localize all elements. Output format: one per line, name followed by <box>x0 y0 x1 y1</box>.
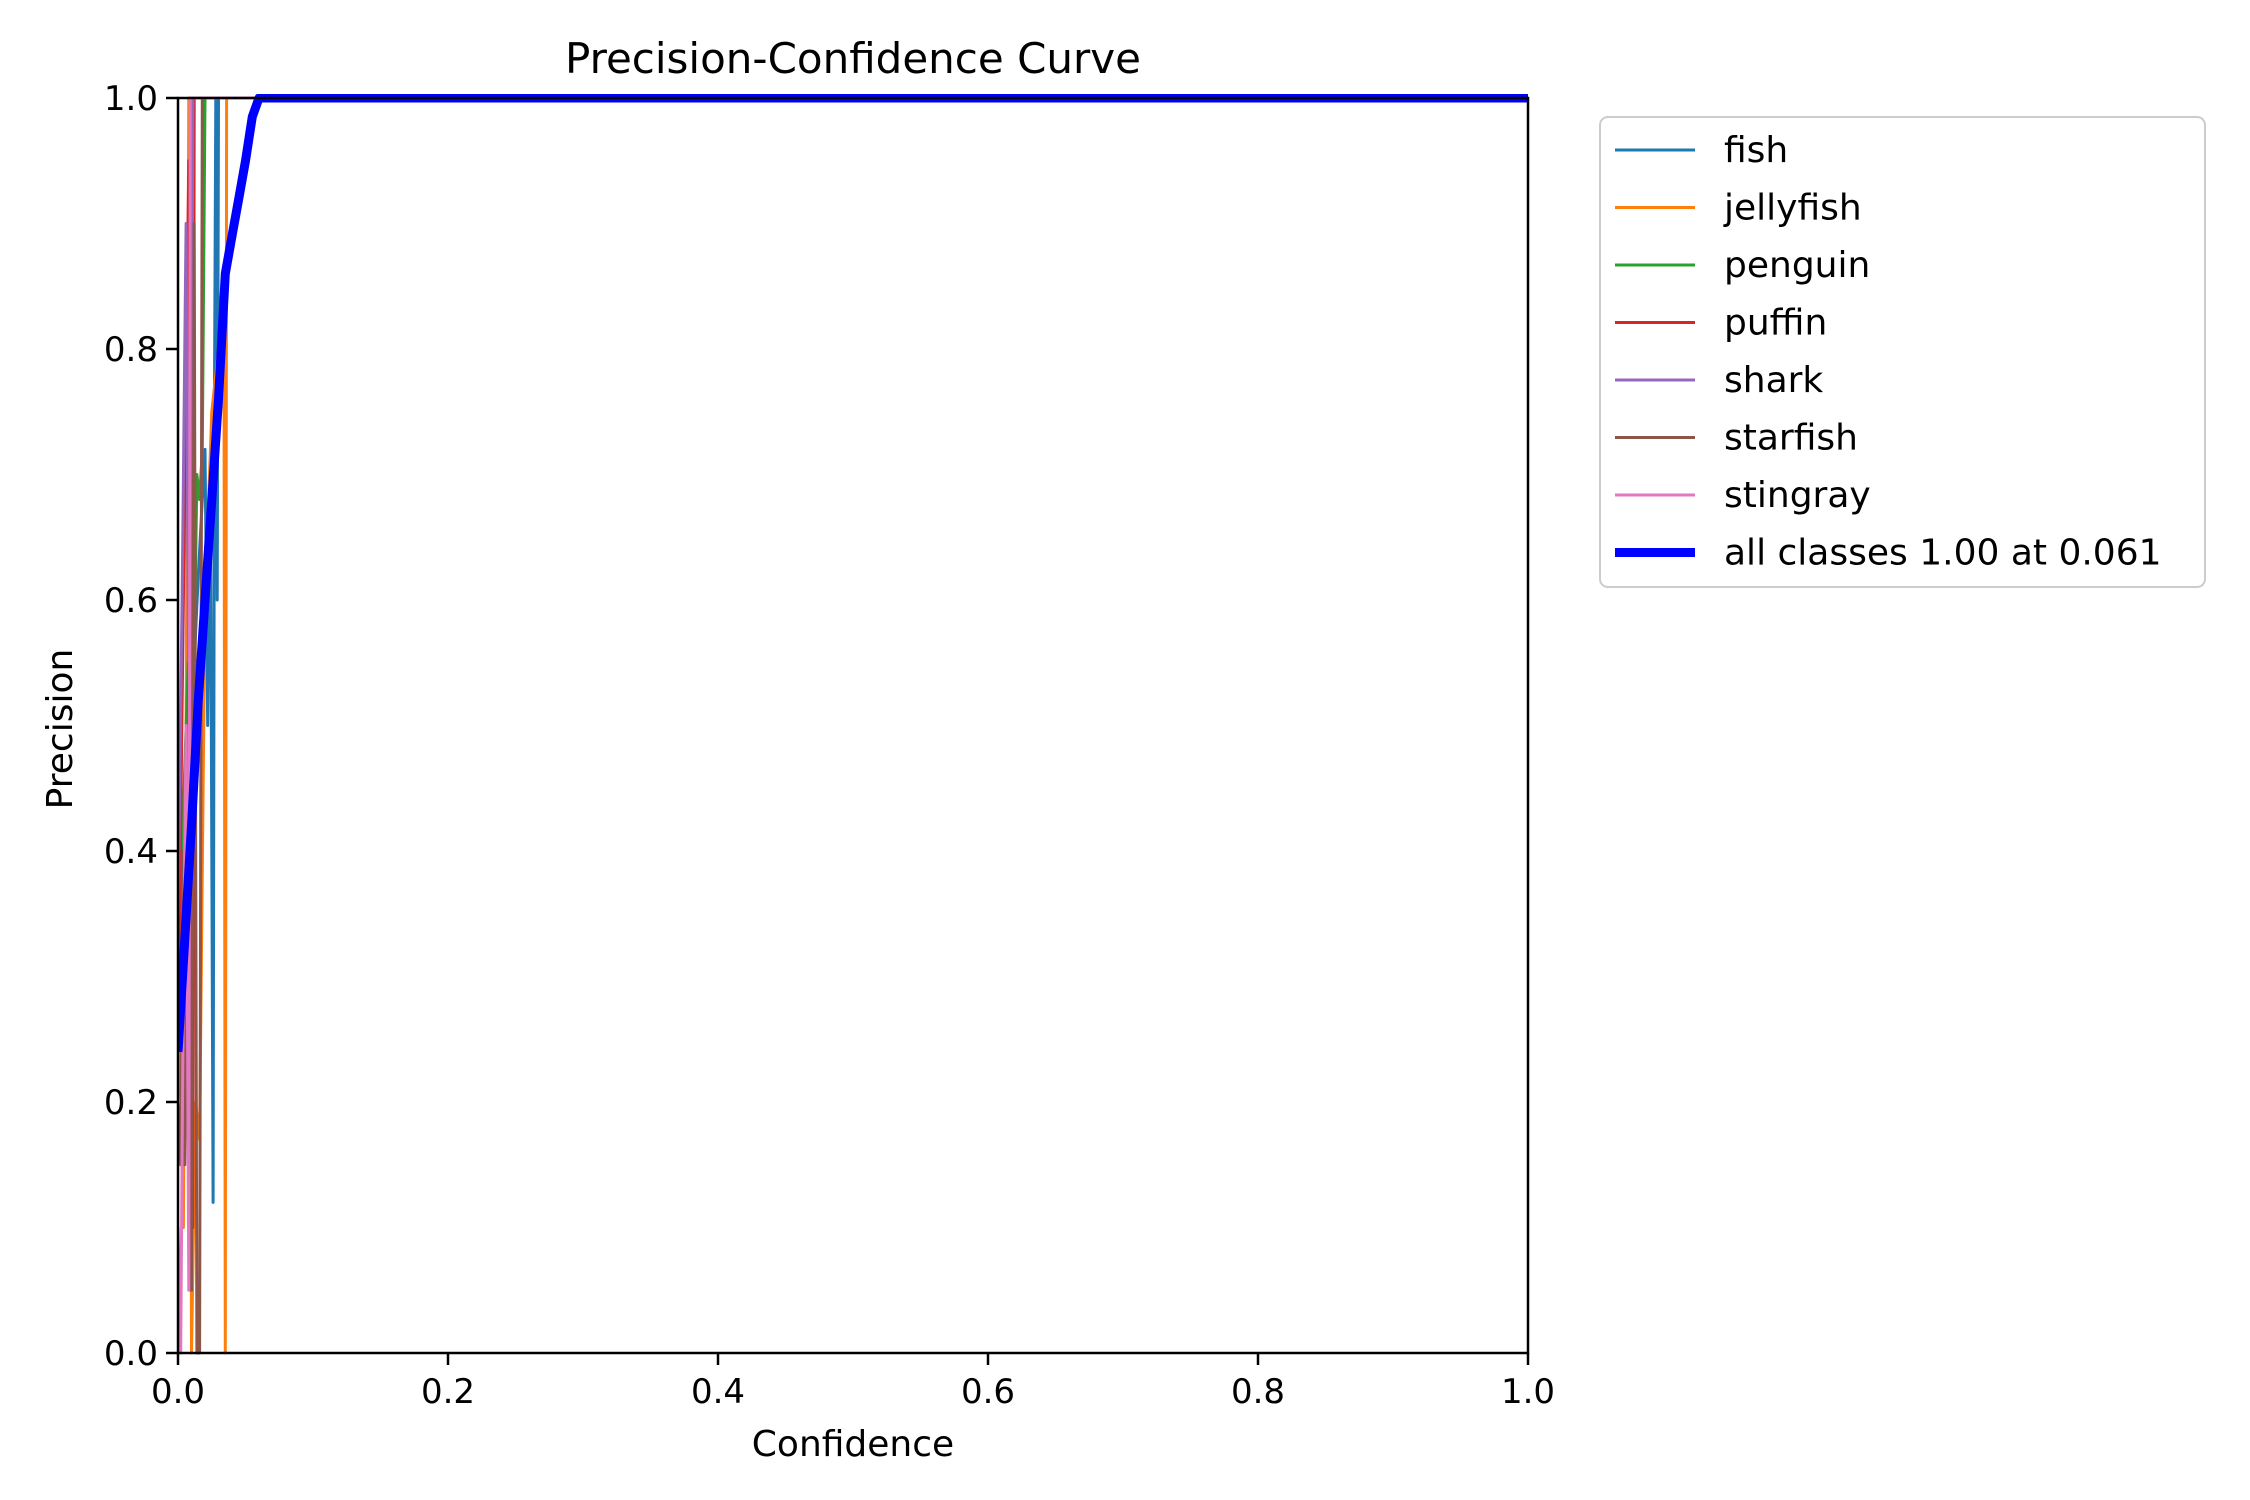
y-tick-label: 0.0 <box>104 1334 158 1374</box>
y-tick-label: 0.4 <box>104 832 158 872</box>
series-line-puffin <box>178 96 1528 1229</box>
chart-title: Precision-Confidence Curve <box>565 34 1141 83</box>
legend-label: stingray <box>1724 475 1871 516</box>
legend-box <box>1599 116 2206 588</box>
legend-label: penguin <box>1724 245 1870 286</box>
x-tick-label: 0.8 <box>1231 1372 1285 1412</box>
series-line-fish <box>178 96 1528 1204</box>
legend-label: starfish <box>1724 418 1858 459</box>
series-line-penguin <box>178 96 1528 977</box>
plot-frame <box>176 96 1530 1355</box>
x-tick-label: 1.0 <box>1501 1372 1555 1412</box>
axes-layer: 0.0 0.2 0.4 0.6 0.8 1.0 0.0 0.2 0.4 0.6 0.8 1.0 <box>104 79 1555 1412</box>
series-line-starfish <box>178 96 1528 1355</box>
legend-label: jellyfish <box>1723 188 1862 229</box>
y-axis-label: Precision <box>40 649 81 810</box>
legend: fish jellyfish penguin puffin shark starfish s… <box>1599 116 2206 588</box>
x-tick-label: 0.0 <box>151 1372 205 1412</box>
legend-label: fish <box>1724 130 1788 171</box>
legend-label: puffin <box>1724 303 1827 344</box>
y-tick-label: 0.8 <box>104 330 158 370</box>
legend-label: all classes 1.00 at 0.061 <box>1724 533 2162 574</box>
series-line-stingray <box>178 96 1528 1355</box>
x-tick-label: 0.4 <box>691 1372 745 1412</box>
y-tick-label: 1.0 <box>104 79 158 119</box>
series-line-all-classes <box>178 94 1528 1053</box>
x-axis-label: Confidence <box>752 1424 954 1465</box>
x-tick-label: 0.6 <box>961 1372 1015 1412</box>
legend-label: shark <box>1724 360 1823 401</box>
series-layer <box>178 94 1528 1355</box>
y-tick-label: 0.2 <box>104 1083 158 1123</box>
y-tick-label: 0.6 <box>104 581 158 621</box>
series-line-jellyfish <box>178 96 1528 1355</box>
series-line-shark <box>178 96 1528 978</box>
x-tick-label: 0.2 <box>421 1372 475 1412</box>
